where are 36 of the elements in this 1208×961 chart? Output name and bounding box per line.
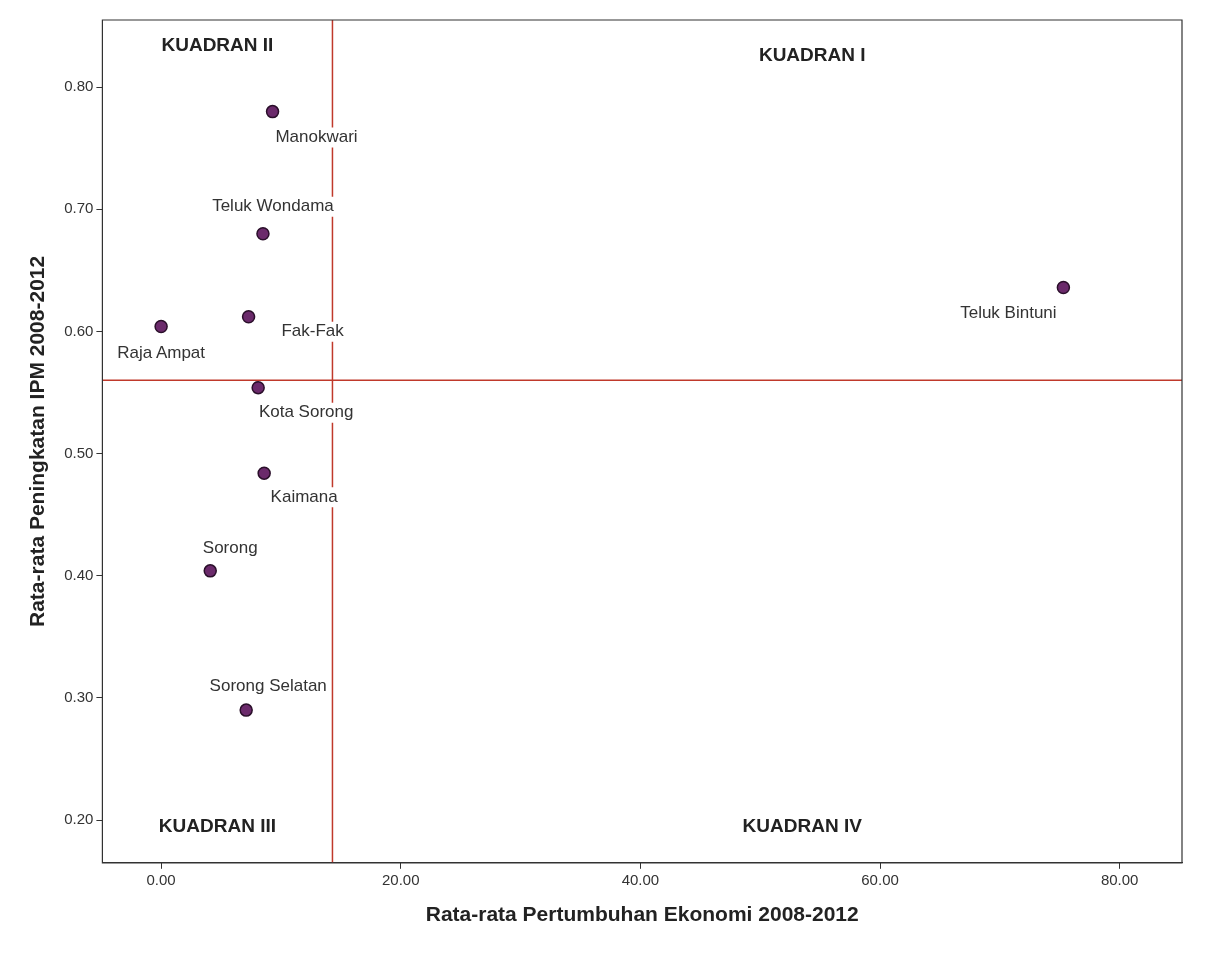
point	[239, 703, 253, 717]
annotation: KUADRAN II	[161, 34, 274, 56]
annotation: KUADRAN III	[158, 815, 277, 837]
point	[265, 104, 280, 119]
y-tick-label: 0.30	[64, 688, 94, 706]
data-label: Teluk Wondama	[212, 196, 335, 216]
x-axis-title: Rata-rata Pertumbuhan Ekonomi 2008-2012	[425, 902, 859, 926]
y-tick-label: 0.40	[64, 565, 94, 583]
data-label: Raja Ampat	[117, 343, 206, 363]
data-label: Sorong	[202, 537, 258, 557]
x-tick-label: 80.00	[1100, 870, 1139, 888]
x-tick-label: 60.00	[861, 870, 899, 888]
point	[1056, 280, 1071, 295]
y-tick-label: 0.80	[64, 77, 94, 95]
data-label: Manokwari	[275, 127, 358, 147]
point	[257, 466, 271, 480]
x-tick-label: 0.00	[146, 870, 176, 888]
point	[203, 564, 217, 578]
point	[241, 310, 256, 324]
y-axis-title: Rata-rata Peningkatan IPM 2008-2012	[25, 255, 49, 627]
x-tick-label: 40.00	[621, 870, 660, 888]
data-label: Kaimana	[270, 486, 339, 506]
annotation: KUADRAN I	[758, 44, 866, 66]
y-tick-label: 0.60	[64, 321, 94, 339]
y-tick-label: 0.20	[64, 810, 94, 828]
data-label: Teluk Bintuni	[960, 303, 1057, 323]
data-label: Sorong Selatan	[209, 675, 327, 695]
point	[154, 319, 168, 334]
data-label: Kota Sorong	[258, 402, 354, 422]
x-tick-label: 20.00	[381, 870, 420, 888]
point	[251, 380, 265, 395]
y-tick-label: 0.70	[64, 199, 94, 217]
data-label: Fak-Fak	[281, 321, 345, 341]
point	[256, 227, 270, 241]
annotation: KUADRAN IV	[742, 815, 863, 837]
y-tick-label: 0.50	[64, 443, 94, 461]
